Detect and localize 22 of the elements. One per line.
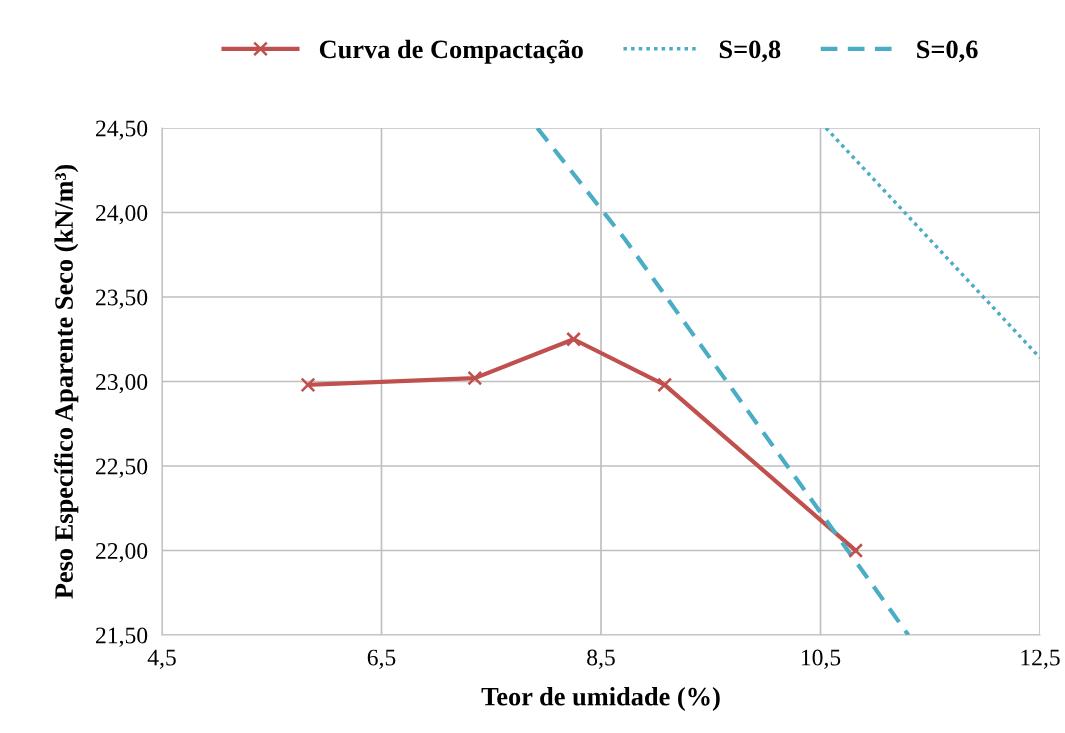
y-tick-label: 22,50 (96, 458, 148, 478)
y-tick-label: 23,00 (96, 373, 148, 394)
y-tick-label: 22,00 (96, 542, 148, 563)
legend-label: S=0,8 (719, 40, 781, 63)
x-tick-label: 6,5 (367, 649, 396, 669)
x-tick-label: 8,5 (587, 649, 615, 669)
legend-label: S=0,6 (917, 40, 978, 63)
x-axis-title: Teor de umidade (%) (481, 686, 720, 711)
y-tick-label: 21,50 (96, 627, 148, 647)
point (467, 370, 483, 386)
y-axis-title: Peso Específico Aparente Seco (kN/m³) (54, 164, 79, 599)
legend-label: Curva de Compactação (319, 39, 583, 64)
point (300, 377, 316, 393)
point (657, 377, 673, 393)
x-tick-label: 10,5 (801, 649, 841, 669)
point (848, 543, 864, 558)
y-tick-label: 23,50 (96, 289, 148, 309)
x-tick-label: 12,5 (1021, 649, 1060, 669)
point (566, 331, 582, 347)
x-tick-label: 4,5 (147, 649, 176, 669)
y-tick-label: 24,00 (96, 204, 148, 225)
y-tick-label: 24,50 (96, 120, 148, 140)
